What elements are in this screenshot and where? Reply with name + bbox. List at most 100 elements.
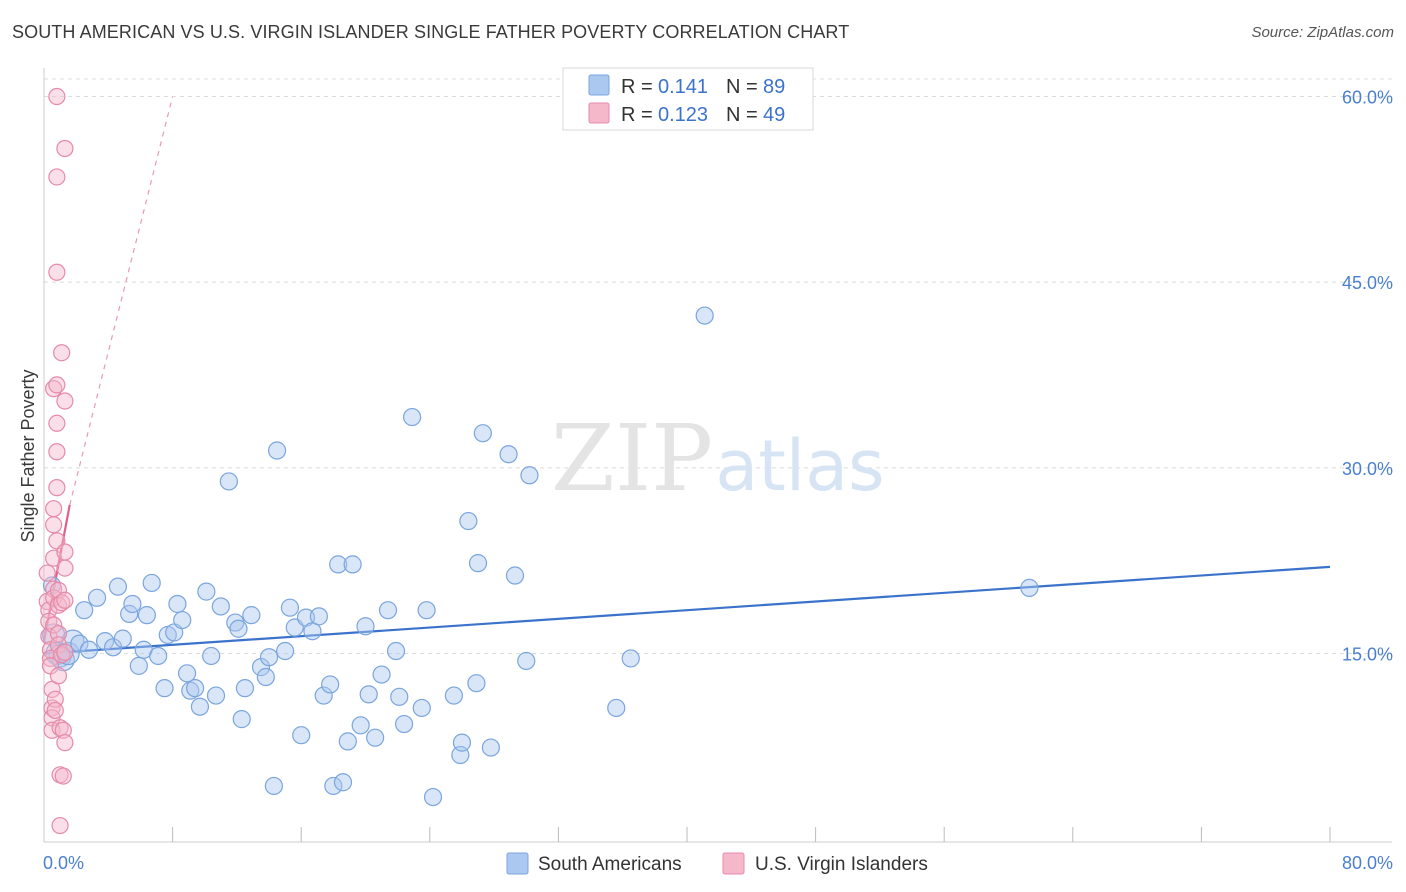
data-point-south-american <box>155 679 174 698</box>
data-point-south-american <box>459 511 478 531</box>
data-point-south-american <box>149 646 168 666</box>
data-point-south-american <box>206 686 226 705</box>
data-point-south-american <box>264 776 283 796</box>
data-point-south-american <box>256 667 275 687</box>
data-point-south-american <box>621 649 640 668</box>
data-point-virgin-islander <box>48 376 66 394</box>
bottom-legend-label-pink: U.S. Virgin Islanders <box>755 854 928 875</box>
data-point-virgin-islander <box>46 701 64 720</box>
watermark: ZIP atlas <box>551 405 885 512</box>
data-point-south-american <box>235 679 255 698</box>
data-point-south-american <box>259 648 279 667</box>
data-point-south-american <box>390 687 409 706</box>
data-point-south-american <box>356 617 375 636</box>
data-point-south-american <box>520 466 539 485</box>
series-virgin-islanders <box>38 87 74 835</box>
data-point-south-american <box>197 582 216 601</box>
legend-r-value-pink: 0.123 <box>658 104 708 126</box>
data-point-south-american <box>123 594 142 614</box>
data-point-south-american <box>267 441 287 460</box>
data-point-south-american <box>202 646 221 666</box>
data-point-south-american <box>351 716 370 735</box>
data-point-south-american <box>87 588 107 607</box>
data-point-south-american <box>108 577 128 596</box>
data-point-south-american <box>372 665 391 684</box>
data-point-south-american <box>607 698 626 718</box>
data-point-virgin-islander <box>56 392 74 410</box>
data-point-south-american <box>186 679 205 698</box>
data-point-virgin-islander <box>53 344 71 362</box>
data-point-virgin-islander <box>56 139 74 158</box>
legend-r-label: R = <box>621 76 653 98</box>
data-point-south-american <box>499 445 518 464</box>
data-point-virgin-islander <box>56 734 74 752</box>
data-point-virgin-islander <box>56 591 74 609</box>
bottom-legend: South Americans U.S. Virgin Islanders <box>506 852 928 875</box>
legend: R = 0.141 N = 89 R = 0.123 N = 49 <box>562 67 814 131</box>
y-axis-label: Single Father Poverty <box>18 369 38 542</box>
data-point-south-american <box>314 686 333 705</box>
data-point-south-american <box>321 675 340 694</box>
legend-r-label: R = <box>621 104 653 126</box>
data-point-south-american <box>309 607 328 626</box>
data-point-virgin-islander <box>48 414 66 432</box>
data-point-virgin-islander <box>48 263 66 281</box>
data-point-south-american <box>412 698 431 718</box>
data-point-south-american <box>468 554 488 573</box>
data-point-virgin-islander <box>53 646 71 664</box>
axes <box>43 68 1392 843</box>
x-tick-label: 80.0% <box>1342 853 1393 873</box>
data-point-south-american <box>219 472 238 491</box>
data-point-virgin-islander <box>45 616 63 634</box>
data-point-south-american <box>120 604 139 623</box>
y-tick-label: 60.0% <box>1342 88 1393 108</box>
data-point-south-american <box>695 306 714 325</box>
data-point-south-american <box>386 641 406 661</box>
data-point-south-american <box>113 629 132 648</box>
data-point-south-american <box>324 776 343 796</box>
trend-line-south-americans <box>43 565 1331 655</box>
data-point-south-american <box>338 732 357 751</box>
chart-title: SOUTH AMERICAN VS U.S. VIRGIN ISLANDER S… <box>12 22 850 42</box>
data-point-south-american <box>242 606 261 625</box>
data-point-south-american <box>177 664 197 683</box>
data-point-south-american <box>129 656 148 675</box>
data-point-south-american <box>232 710 251 729</box>
legend-n-label: N = <box>726 104 758 126</box>
data-point-south-american <box>481 738 500 757</box>
data-point-south-american <box>423 787 443 807</box>
data-point-virgin-islander <box>53 594 71 612</box>
trend-lines <box>42 96 1331 655</box>
legend-swatch-pink <box>588 102 610 124</box>
data-point-virgin-islander <box>48 168 66 186</box>
data-point-south-american <box>329 555 348 574</box>
data-point-south-american <box>403 407 422 427</box>
data-point-south-american <box>467 674 486 693</box>
y-tick-label: 30.0% <box>1342 459 1393 479</box>
legend-swatch-blue <box>588 74 610 96</box>
data-point-south-american <box>417 601 436 620</box>
bottom-legend-swatch-blue <box>506 852 529 875</box>
data-point-south-american <box>366 728 385 747</box>
data-point-south-american <box>343 555 362 574</box>
series-south-americans <box>42 306 1039 807</box>
bottom-legend-swatch-pink <box>722 852 745 875</box>
data-point-virgin-islander <box>49 667 68 685</box>
data-point-virgin-islander <box>45 500 63 518</box>
y-tick-label: 15.0% <box>1342 645 1393 665</box>
data-point-south-american <box>211 597 230 616</box>
data-point-south-american <box>359 685 378 704</box>
data-point-south-american <box>181 681 200 700</box>
bottom-legend-label-blue: South Americans <box>538 854 682 875</box>
data-point-south-american <box>505 566 525 585</box>
x-tick-label: 0.0% <box>43 853 84 873</box>
data-point-virgin-islander <box>48 479 66 497</box>
data-point-south-american <box>173 610 192 630</box>
data-point-south-american <box>75 601 94 620</box>
data-point-south-american <box>70 634 89 653</box>
data-point-south-american <box>378 601 398 620</box>
data-point-south-american <box>276 641 295 661</box>
watermark-zip: ZIP <box>551 405 713 512</box>
data-point-virgin-islander <box>54 767 72 785</box>
